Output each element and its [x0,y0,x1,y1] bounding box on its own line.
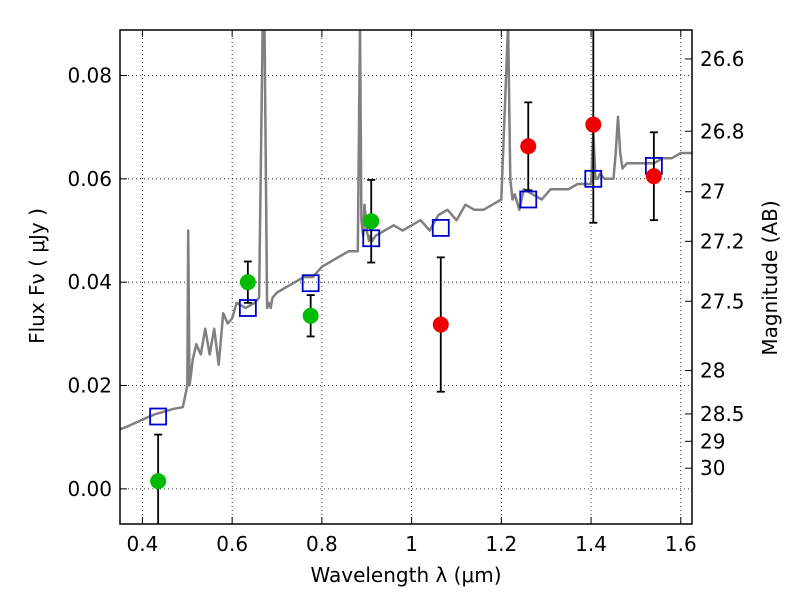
model-photometry-square [431,219,450,237]
model-photometry-square [362,229,381,248]
model-spectrum-line [120,30,692,431]
plot-frame [119,29,693,525]
right-tick-label: 26.6 [700,47,745,71]
right-tick-label: 27.2 [700,229,745,253]
right-tick-label: 28 [700,359,725,383]
right-tick-label: 29 [700,429,725,453]
y-right-axis-title: Magnitude (AB) [758,200,782,355]
observed-flux-point [520,138,537,155]
tick-layer: 0.4 0.6 0.8 1 1.2 1.4 1.6 0.00 0.02 0.04 0.06 0.08 2… [67,30,745,556]
y-tick-label: 0.02 [67,374,112,398]
model-photometry-square [238,299,257,317]
observed-flux-point [150,473,167,490]
y-tick-label: 0.08 [67,63,112,87]
x-tick-label: 0.6 [216,532,248,556]
x-tick-label: 0.4 [127,532,159,556]
series-layer [120,30,692,524]
right-tick-label: 27 [700,180,725,204]
observed-flux-point [432,316,449,333]
y-axis-title: Flux Fν ( μJy ) [25,208,49,344]
right-tick-label: 30 [700,456,725,480]
right-tick-label: 27.5 [700,289,745,313]
y-tick-label: 0.04 [67,270,112,294]
x-tick-label: 1.2 [485,532,517,556]
x-axis-title: Wavelength λ (μm) [310,563,501,587]
right-tick-label: 28.5 [700,402,745,426]
grid-lines [120,30,692,524]
y-tick-label: 0.00 [67,477,112,501]
model-photometry-square [519,190,538,209]
model-photometry-square [149,407,168,426]
observed-flux-point [239,274,256,291]
x-tick-label: 1.6 [665,532,697,556]
x-tick-label: 1.4 [575,532,607,556]
observed-flux-point [363,213,380,230]
right-tick-label: 26.8 [700,119,745,143]
model-photometry-square [584,169,603,188]
x-tick-label: 0.8 [306,532,338,556]
model-photometry-square [301,274,320,293]
y-tick-label: 0.06 [67,167,112,191]
observed-flux-point [645,168,662,185]
observed-flux-point [585,116,602,133]
x-tick-label: 1 [405,532,418,556]
observed-flux-point [302,307,319,324]
